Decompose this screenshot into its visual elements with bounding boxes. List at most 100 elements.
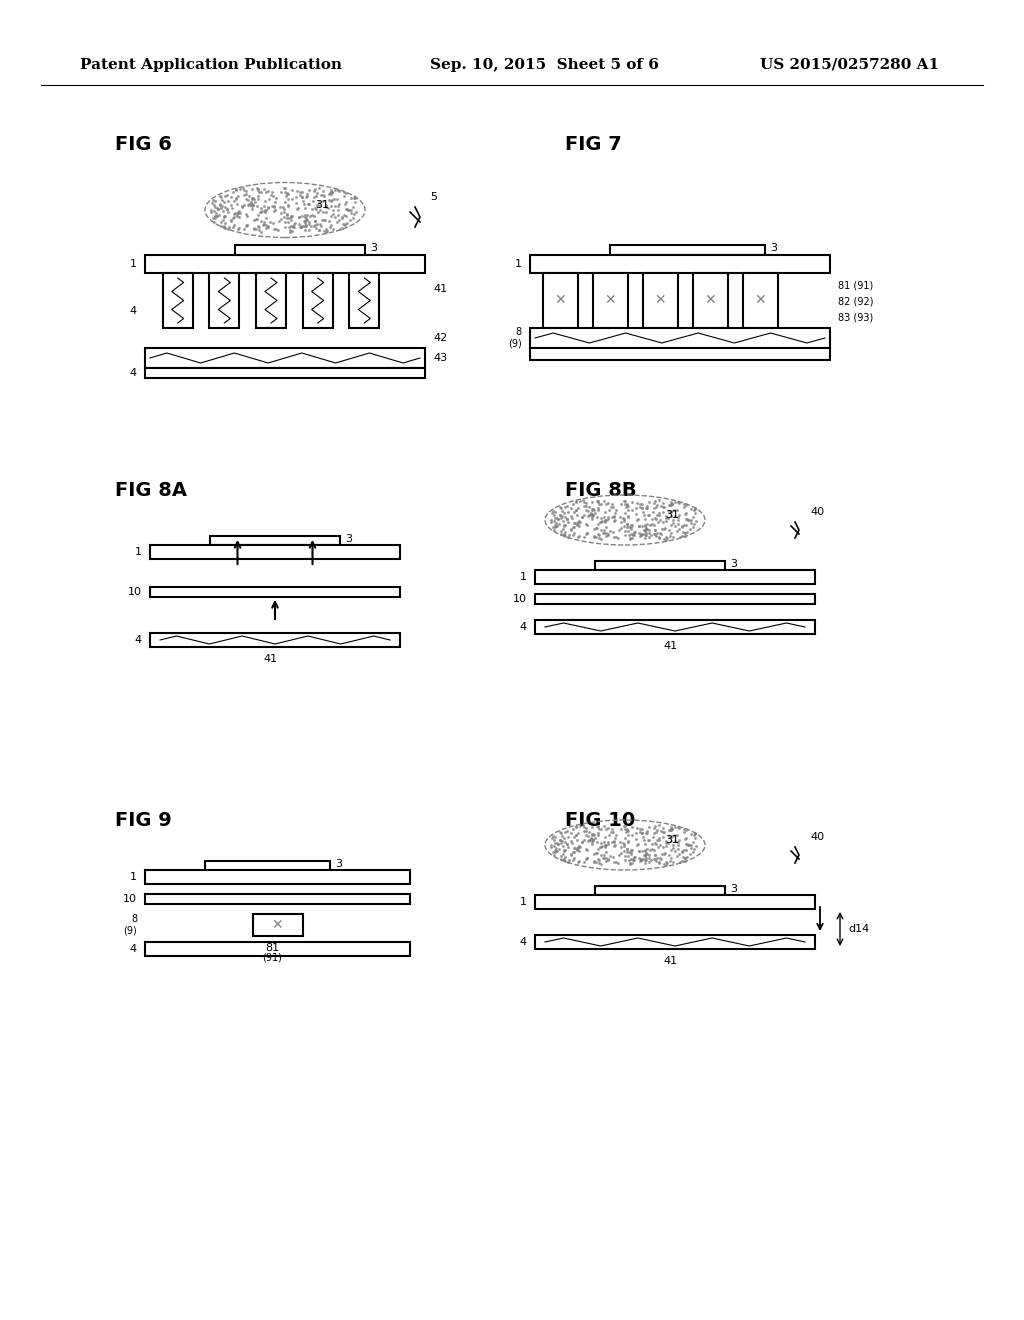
Point [637, 521, 653, 543]
Point [637, 528, 653, 549]
Point [567, 491, 584, 512]
Point [285, 215, 301, 236]
Point [624, 853, 640, 874]
Point [297, 220, 313, 242]
Point [253, 201, 269, 222]
Point [662, 495, 678, 516]
Point [680, 834, 696, 855]
Point [347, 191, 364, 213]
Point [662, 826, 678, 847]
Point [670, 510, 686, 531]
Point [327, 180, 343, 201]
Point [567, 824, 584, 845]
Point [637, 516, 653, 537]
Bar [535, 895, 815, 909]
Point [243, 191, 259, 213]
Point [639, 822, 655, 843]
Point [607, 834, 624, 855]
Point [565, 850, 582, 871]
Bar [530, 255, 830, 273]
Point [598, 834, 614, 855]
Point [683, 512, 699, 533]
Point [585, 830, 601, 851]
Point [543, 511, 559, 532]
Point [559, 826, 575, 847]
Point [229, 218, 246, 239]
Bar [150, 545, 400, 558]
Point [266, 201, 283, 222]
Point [618, 838, 635, 859]
Point [646, 845, 663, 866]
Point [589, 490, 605, 511]
Point [297, 198, 313, 219]
Point [634, 822, 650, 843]
Point [293, 215, 309, 236]
Point [615, 511, 632, 532]
Point [638, 842, 654, 863]
Point [280, 207, 296, 228]
Point [667, 830, 683, 851]
Point [559, 502, 575, 523]
Point [624, 515, 640, 536]
Point [548, 837, 564, 858]
Point [579, 840, 595, 861]
Point [283, 222, 299, 243]
Point [671, 843, 687, 865]
Point [271, 197, 288, 218]
Bar [595, 886, 725, 895]
Point [612, 494, 629, 515]
Point [588, 842, 604, 863]
Point [225, 216, 242, 238]
Point [584, 500, 600, 521]
Point [552, 821, 568, 842]
Point [250, 205, 266, 226]
Point [226, 207, 243, 228]
Point [671, 519, 687, 540]
Bar [642, 273, 678, 327]
Point [672, 527, 688, 548]
Point [644, 502, 660, 523]
Point [651, 528, 668, 549]
Point [559, 833, 575, 854]
Point [546, 500, 562, 521]
Point [593, 832, 609, 853]
Point [655, 496, 672, 517]
Point [688, 836, 705, 857]
Point [640, 847, 656, 869]
Text: 41: 41 [263, 653, 278, 664]
Point [637, 519, 653, 540]
Point [646, 515, 663, 536]
Point [639, 495, 655, 516]
Point [579, 513, 595, 535]
Point [637, 849, 653, 870]
Point [650, 851, 667, 873]
Point [667, 825, 683, 846]
Point [594, 836, 610, 857]
Point [618, 820, 635, 841]
Point [312, 214, 329, 235]
Point [634, 822, 650, 843]
Point [636, 829, 652, 850]
Point [647, 847, 664, 869]
Point [265, 213, 282, 234]
Bar [163, 273, 193, 327]
Point [234, 195, 251, 216]
Point [548, 512, 564, 533]
Point [641, 829, 657, 850]
Point [220, 218, 237, 239]
Point [315, 185, 332, 206]
Point [544, 828, 560, 849]
Text: 3: 3 [730, 558, 737, 569]
Point [284, 205, 300, 226]
Point [556, 503, 572, 524]
Point [610, 520, 627, 541]
Point [342, 199, 358, 220]
Point [563, 843, 580, 865]
Point [266, 191, 283, 213]
Point [281, 194, 297, 215]
Point [308, 198, 325, 219]
Text: 1: 1 [520, 898, 527, 907]
Point [653, 523, 670, 544]
Point [568, 491, 585, 512]
Point [203, 199, 219, 220]
